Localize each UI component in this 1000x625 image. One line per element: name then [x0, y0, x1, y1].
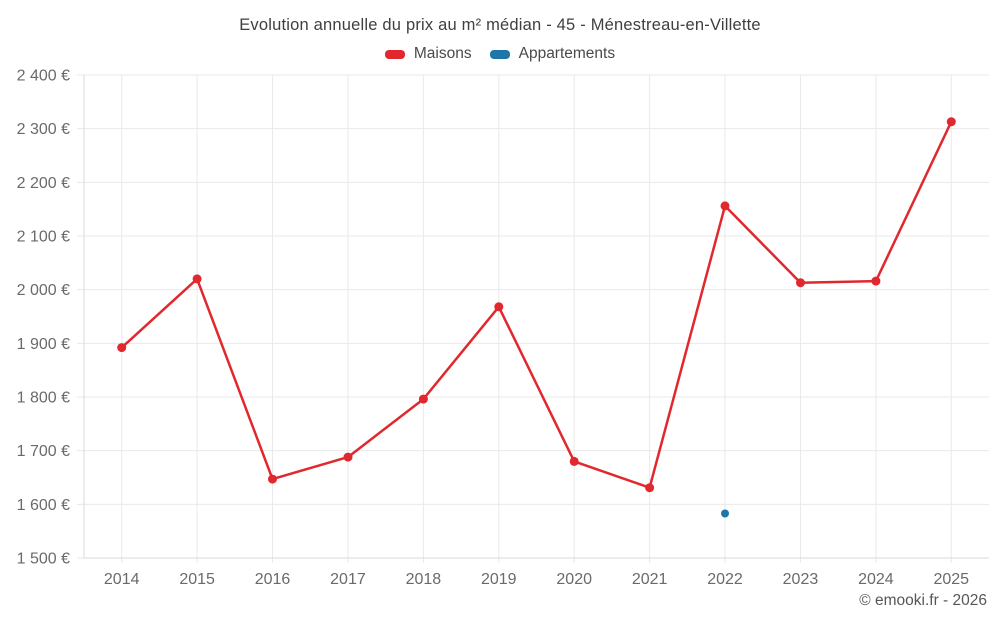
y-axis-tick-label: 1 500 € — [17, 551, 70, 568]
chart-legend: Maisons Appartements — [0, 45, 1000, 63]
data-point-maisons-2024[interactable] — [871, 276, 881, 286]
legend-item-maisons[interactable]: Maisons — [384, 45, 472, 63]
y-axis-tick-label: 1 900 € — [17, 336, 70, 353]
data-point-maisons-2020[interactable] — [569, 456, 579, 466]
x-axis-tick-label: 2018 — [406, 571, 442, 588]
legend-item-appartements[interactable]: Appartements — [489, 45, 616, 63]
x-axis-tick-label: 2017 — [330, 571, 366, 588]
data-point-maisons-2023[interactable] — [796, 278, 805, 288]
y-axis-tick-label: 2 100 € — [17, 229, 70, 246]
data-point-appartements-2022[interactable] — [721, 509, 729, 518]
legend-label-appartements: Appartements — [518, 45, 616, 62]
series-line-maisons — [120, 120, 953, 489]
y-axis-tick-label: 2 200 € — [17, 175, 70, 192]
x-axis-tick-label: 2020 — [556, 571, 592, 588]
x-axis-tick-label: 2021 — [632, 571, 668, 588]
chart-title: Evolution annuelle du prix au m² médian … — [239, 16, 761, 34]
y-axis-tick-label: 2 400 € — [17, 68, 70, 85]
maisons-legend-swatch-icon — [384, 49, 405, 59]
x-axis-tick-label: 2024 — [858, 571, 894, 588]
data-point-maisons-2018[interactable] — [418, 394, 428, 404]
data-point-maisons-2016[interactable] — [268, 474, 277, 484]
x-axis-tick-label: 2022 — [707, 571, 743, 588]
data-point-maisons-2014[interactable] — [117, 343, 127, 353]
y-axis-tick-label: 1 700 € — [17, 443, 70, 460]
y-axis-tick-label: 1 600 € — [17, 497, 70, 514]
x-axis-tick-label: 2019 — [481, 571, 517, 588]
x-axis-tick-label: 2015 — [179, 571, 215, 588]
y-axis-tick-label: 1 800 € — [17, 390, 70, 407]
y-axis-tick-label: 2 000 € — [17, 282, 70, 299]
copyright-text: © emooki.fr - 2026 — [859, 592, 987, 609]
data-point-maisons-2017[interactable] — [343, 452, 353, 462]
appartements-legend-swatch-icon — [489, 49, 510, 59]
x-axis-tick-label: 2014 — [104, 571, 140, 588]
x-axis-tick-label: 2025 — [933, 571, 969, 588]
legend-label-maisons: Maisons — [413, 45, 472, 62]
data-point-maisons-2019[interactable] — [494, 302, 504, 312]
data-point-maisons-2015[interactable] — [192, 274, 202, 284]
y-axis-tick-label: 2 300 € — [17, 121, 70, 138]
x-axis-tick-label: 2016 — [255, 571, 291, 588]
data-point-maisons-2025[interactable] — [946, 117, 956, 127]
x-axis-tick-label: 2023 — [783, 571, 819, 588]
data-point-maisons-2022[interactable] — [720, 201, 730, 211]
data-point-maisons-2021[interactable] — [645, 483, 655, 493]
